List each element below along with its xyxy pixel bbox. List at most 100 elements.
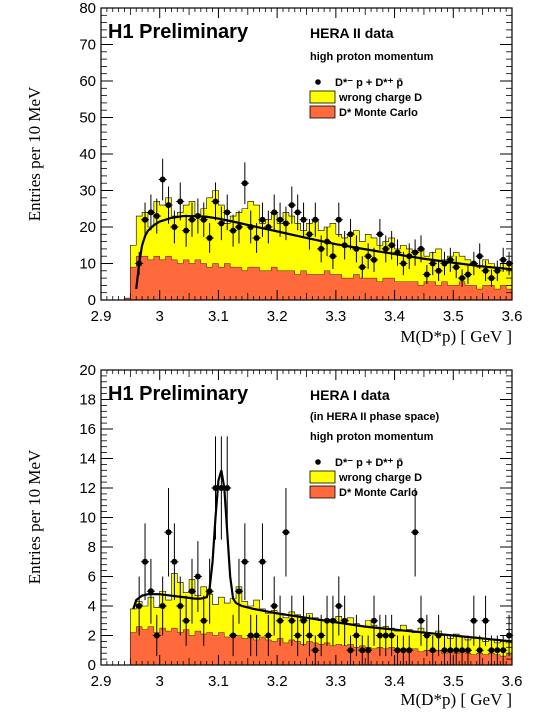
data-point bbox=[306, 231, 313, 238]
data-point bbox=[312, 647, 319, 654]
data-point bbox=[241, 180, 248, 187]
legend-data-marker bbox=[315, 459, 321, 465]
data-point bbox=[294, 209, 301, 216]
x-tick-label: 3.2 bbox=[267, 673, 288, 690]
legend-swatch-monte-carlo bbox=[309, 105, 336, 119]
data-point bbox=[153, 632, 160, 639]
data-point bbox=[218, 220, 225, 227]
data-point bbox=[165, 529, 172, 536]
data-point bbox=[365, 253, 372, 260]
data-point bbox=[206, 588, 213, 595]
data-point bbox=[241, 558, 248, 565]
data-point bbox=[447, 256, 454, 263]
data-point bbox=[329, 253, 336, 260]
data-point bbox=[470, 260, 477, 267]
x-tick-label: 2.9 bbox=[91, 673, 112, 690]
data-point bbox=[488, 275, 495, 282]
data-point bbox=[488, 647, 495, 654]
x-axis-title: M(D*p) [ GeV ] bbox=[400, 690, 512, 709]
data-point bbox=[394, 647, 401, 654]
panel-note: high proton momentum bbox=[310, 431, 434, 443]
x-tick-label: 2.9 bbox=[91, 308, 112, 325]
data-point bbox=[417, 245, 424, 252]
data-point bbox=[165, 202, 172, 209]
data-point bbox=[177, 603, 184, 609]
data-point bbox=[412, 529, 419, 536]
data-point bbox=[371, 617, 378, 624]
x-tick-label: 3 bbox=[156, 308, 164, 325]
data-point bbox=[159, 176, 166, 183]
legend-label-monte-carlo: D* Monte Carlo bbox=[339, 487, 418, 499]
data-point bbox=[494, 647, 501, 654]
x-tick-label: 3.5 bbox=[443, 308, 464, 325]
data-point bbox=[306, 632, 313, 639]
data-point bbox=[388, 632, 395, 639]
y-tick-label: 18 bbox=[79, 392, 96, 409]
data-point bbox=[429, 647, 436, 654]
data-point bbox=[406, 253, 413, 260]
legend-label-data: D*⁻ p + D*⁺ p̄ bbox=[335, 457, 403, 469]
data-point bbox=[194, 213, 201, 220]
data-point bbox=[347, 231, 354, 238]
data-point bbox=[318, 245, 325, 252]
data-point bbox=[171, 558, 178, 565]
legend-label-wrong-charge: wrong charge D bbox=[338, 472, 422, 484]
data-point bbox=[347, 647, 354, 654]
data-point bbox=[153, 213, 160, 220]
data-point bbox=[189, 216, 196, 223]
data-point bbox=[235, 588, 242, 595]
data-point bbox=[494, 267, 501, 274]
data-point bbox=[265, 632, 272, 639]
data-point bbox=[277, 617, 284, 624]
data-point bbox=[189, 588, 196, 595]
y-tick-label: 80 bbox=[79, 0, 96, 17]
data-point bbox=[441, 647, 448, 654]
data-point bbox=[435, 267, 442, 274]
y-tick-label: 40 bbox=[79, 146, 96, 163]
data-point bbox=[259, 216, 266, 223]
legend-label-data: D*⁻ p + D*⁺ p̄ bbox=[335, 77, 403, 89]
data-point bbox=[282, 529, 289, 536]
data-point bbox=[136, 603, 143, 609]
data-point bbox=[218, 485, 225, 491]
data-point bbox=[459, 275, 466, 282]
data-point bbox=[335, 216, 342, 223]
x-tick-label: 3.1 bbox=[208, 308, 229, 325]
data-point bbox=[412, 249, 419, 256]
data-point bbox=[464, 271, 471, 278]
data-point bbox=[147, 588, 154, 595]
data-point bbox=[376, 231, 383, 238]
chart-panel-2: 2.9 3 3.1 3.2 3.3 3.4 3.5 3.6 0 2 4 6 8 10 12 14 16 18 20 M… bbox=[25, 362, 522, 709]
y-tick-label: 20 bbox=[79, 362, 96, 379]
data-point bbox=[142, 558, 149, 565]
y-tick-label: 30 bbox=[79, 183, 96, 200]
fit-curve bbox=[135, 214, 513, 290]
data-point bbox=[453, 647, 460, 654]
legend-swatch-wrong-charge bbox=[309, 90, 336, 104]
data-point bbox=[500, 647, 507, 654]
data-point bbox=[429, 260, 436, 267]
y-tick-label: 50 bbox=[79, 110, 96, 127]
data-point bbox=[365, 647, 372, 654]
data-point bbox=[253, 632, 260, 639]
y-tick-label: 10 bbox=[79, 510, 96, 527]
y-tick-label: 12 bbox=[79, 480, 96, 497]
panel-subtitle: HERA I data bbox=[310, 387, 390, 403]
data-point bbox=[435, 632, 442, 639]
data-point bbox=[376, 632, 383, 639]
y-axis-title: Entries per 10 MeV bbox=[25, 86, 44, 221]
data-point bbox=[177, 198, 184, 205]
legend-label-monte-carlo: D* Monte Carlo bbox=[339, 107, 418, 119]
data-point bbox=[400, 647, 407, 654]
panel-title: H1 Preliminary bbox=[108, 383, 249, 405]
x-tick-label: 3.6 bbox=[502, 308, 523, 325]
panel-title: H1 Preliminary bbox=[108, 21, 249, 43]
data-point bbox=[318, 632, 325, 639]
legend-data-marker bbox=[315, 79, 321, 85]
x-tick-label: 3.4 bbox=[384, 673, 405, 690]
y-tick-label: 2 bbox=[88, 628, 96, 645]
data-point bbox=[359, 647, 366, 654]
panel-note: high proton momentum bbox=[310, 51, 434, 63]
data-point bbox=[382, 245, 389, 252]
data-point bbox=[253, 234, 260, 241]
